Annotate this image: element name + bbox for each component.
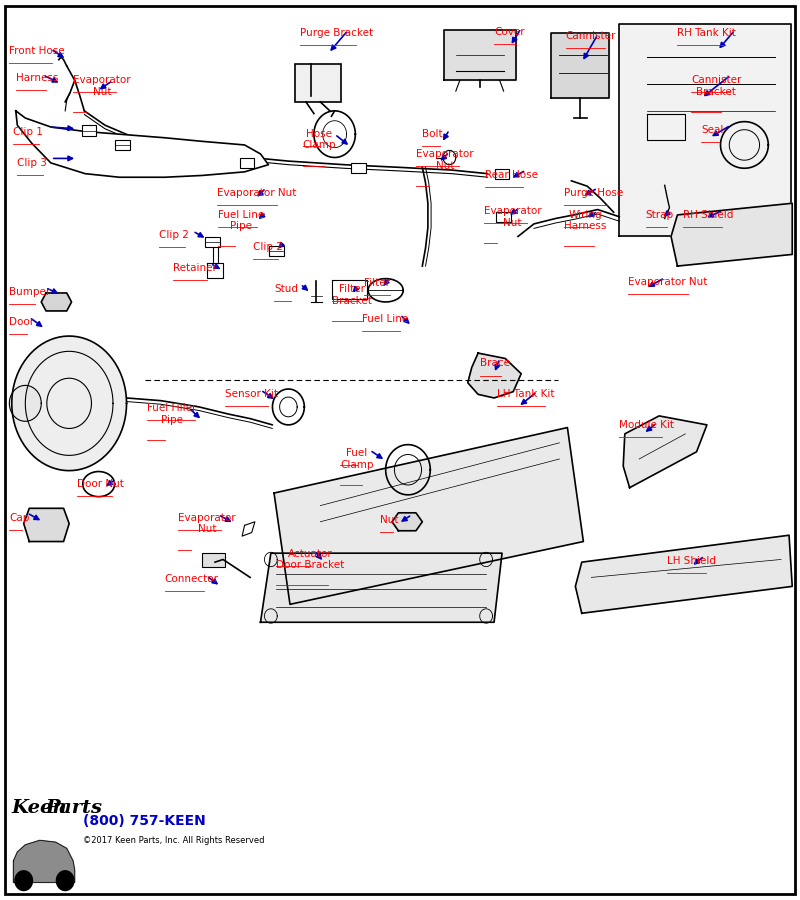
Bar xyxy=(270,247,284,256)
Text: Evaporator
Nut: Evaporator Nut xyxy=(484,206,542,228)
Polygon shape xyxy=(12,336,126,471)
Text: Wiring
Harness: Wiring Harness xyxy=(564,210,606,231)
Bar xyxy=(240,158,254,168)
Text: Stud: Stud xyxy=(274,284,298,294)
Text: Fuel
Clamp: Fuel Clamp xyxy=(340,448,374,470)
Text: Filter: Filter xyxy=(364,278,390,288)
Text: Brace: Brace xyxy=(480,358,510,368)
Text: RH Shield: RH Shield xyxy=(683,210,734,220)
Polygon shape xyxy=(274,428,583,604)
Polygon shape xyxy=(444,30,515,80)
Polygon shape xyxy=(16,111,269,177)
Text: Door Nut: Door Nut xyxy=(77,479,124,489)
Text: Evaporator
Nut: Evaporator Nut xyxy=(73,75,130,96)
Text: Filter
Bracket: Filter Bracket xyxy=(332,284,372,306)
Bar xyxy=(115,140,130,150)
Bar xyxy=(351,163,366,173)
Text: Retainer: Retainer xyxy=(173,264,217,274)
Text: Bolt: Bolt xyxy=(422,129,443,139)
Text: Evaporator
Nut: Evaporator Nut xyxy=(178,513,236,535)
Text: Cover: Cover xyxy=(494,26,525,37)
Text: Evaporator Nut: Evaporator Nut xyxy=(217,188,296,198)
Text: LH Tank Kit: LH Tank Kit xyxy=(498,389,554,399)
Text: Fuel Filler
Pipe: Fuel Filler Pipe xyxy=(147,403,197,425)
Text: Clip 1: Clip 1 xyxy=(14,127,43,137)
Polygon shape xyxy=(261,554,502,622)
Text: Strap: Strap xyxy=(646,210,674,220)
Bar xyxy=(206,238,220,248)
Text: LH Shield: LH Shield xyxy=(667,556,716,566)
Text: Front Hose: Front Hose xyxy=(10,46,65,57)
Text: Parts: Parts xyxy=(46,799,102,817)
Polygon shape xyxy=(671,203,792,266)
Bar xyxy=(202,554,225,567)
Text: Actuator
Door Bracket: Actuator Door Bracket xyxy=(277,549,345,571)
Text: RH Tank Kit: RH Tank Kit xyxy=(678,28,736,39)
Text: Fuel Line: Fuel Line xyxy=(362,313,408,324)
Text: ©2017 Keen Parts, Inc. All Rights Reserved: ©2017 Keen Parts, Inc. All Rights Reserv… xyxy=(82,836,264,845)
Text: Clip 3: Clip 3 xyxy=(18,158,47,168)
Polygon shape xyxy=(24,508,69,542)
Text: Harness: Harness xyxy=(16,73,58,83)
Polygon shape xyxy=(14,841,74,883)
Text: Cannister: Cannister xyxy=(566,31,616,41)
Text: (800) 757-KEEN: (800) 757-KEEN xyxy=(82,814,206,828)
Text: Clip 2: Clip 2 xyxy=(253,242,282,252)
Text: Evaporator Nut: Evaporator Nut xyxy=(628,277,707,287)
Bar xyxy=(495,169,510,179)
Text: Door: Door xyxy=(10,317,34,328)
Text: Purge Bracket: Purge Bracket xyxy=(300,28,374,39)
Polygon shape xyxy=(619,23,790,237)
Bar xyxy=(8,806,215,891)
Text: Seal: Seal xyxy=(702,125,724,135)
Text: Evaporator
Nut: Evaporator Nut xyxy=(416,149,474,171)
Bar xyxy=(82,125,96,136)
Bar xyxy=(497,212,511,222)
Text: Cannister
Bracket: Cannister Bracket xyxy=(691,75,742,96)
Text: Clip 2: Clip 2 xyxy=(159,230,189,240)
Text: Fuel Line
Pipe: Fuel Line Pipe xyxy=(218,210,265,231)
Polygon shape xyxy=(57,871,74,890)
Polygon shape xyxy=(392,513,422,531)
Text: Rear Hose: Rear Hose xyxy=(485,170,538,180)
Polygon shape xyxy=(15,871,33,890)
Text: Bumper: Bumper xyxy=(10,287,50,297)
Text: Connector: Connector xyxy=(165,574,219,584)
Polygon shape xyxy=(468,353,521,398)
Text: Cap: Cap xyxy=(10,513,30,523)
Text: Purge Hose: Purge Hose xyxy=(564,188,623,198)
Text: Module Kit: Module Kit xyxy=(619,420,674,430)
Polygon shape xyxy=(575,536,792,613)
Text: Keen: Keen xyxy=(11,799,66,817)
Bar xyxy=(294,64,341,102)
Polygon shape xyxy=(42,293,71,310)
Polygon shape xyxy=(551,32,609,98)
Text: Nut: Nut xyxy=(380,515,398,525)
Text: Sensor Kit: Sensor Kit xyxy=(225,389,278,399)
Polygon shape xyxy=(623,416,707,488)
Text: Hose
Clamp: Hose Clamp xyxy=(302,129,336,150)
Polygon shape xyxy=(10,385,42,421)
